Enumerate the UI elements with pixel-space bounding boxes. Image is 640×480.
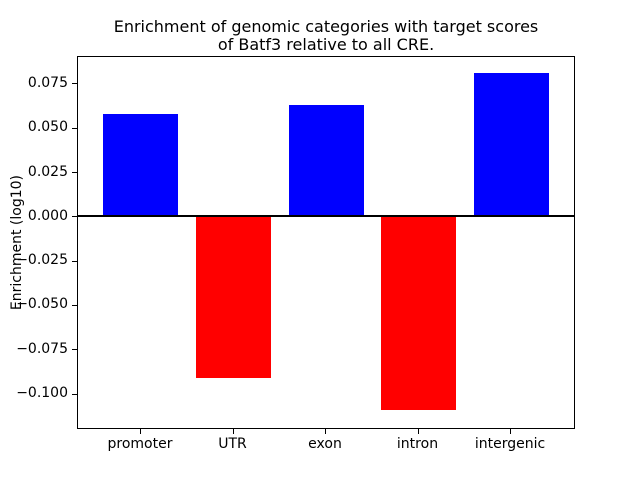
y-tick-mark: [72, 393, 77, 395]
x-tick-label-exon: exon: [308, 436, 342, 452]
chart-title-line-1: Enrichment of genomic categories with ta…: [113, 17, 539, 36]
plot-area: [77, 56, 575, 429]
y-tick-mark: [72, 83, 77, 85]
y-tick-mark: [72, 172, 77, 174]
x-tick-label-intron: intron: [396, 436, 439, 452]
y-tick-mark: [72, 216, 77, 218]
x-tick-mark: [325, 429, 326, 434]
y-tick-label: −0.025: [16, 252, 68, 269]
x-tick-label-intergenic: intergenic: [474, 436, 546, 452]
x-tick-mark: [139, 429, 141, 434]
y-tick-label: −0.100: [16, 385, 68, 402]
y-tick-label: 0.050: [27, 119, 68, 136]
y-tick-label: 0.025: [27, 163, 68, 180]
y-tick-label: 0.075: [27, 74, 68, 91]
y-tick-label: −0.050: [16, 296, 68, 313]
x-tick-label-UTR: UTR: [218, 436, 247, 452]
x-tick-mark: [232, 429, 234, 434]
chart-title-line-2: of Batf3 relative to all CRE.: [217, 35, 435, 54]
y-tick-mark: [72, 260, 77, 262]
y-axis-label-text: Enrichment (log10): [9, 174, 25, 311]
y-tick-mark: [72, 304, 77, 306]
chart-title: Enrichment of genomic categories with ta…: [77, 18, 575, 54]
y-tick-label: −0.075: [16, 340, 68, 357]
y-axis-label: Enrichment (log10): [8, 56, 26, 429]
x-tick-mark: [417, 429, 419, 434]
zero-line: [78, 215, 574, 218]
y-tick-mark: [72, 349, 77, 351]
x-tick-mark: [510, 429, 511, 434]
bar-UTR: [196, 216, 271, 378]
bar-intron: [381, 216, 456, 410]
y-tick-mark: [72, 127, 77, 129]
x-tick-label-promoter: promoter: [107, 436, 173, 452]
bar-exon: [288, 104, 364, 217]
y-tick-label: 0.000: [27, 207, 68, 224]
bar-promoter: [103, 113, 179, 217]
bar-intergenic: [473, 72, 549, 217]
